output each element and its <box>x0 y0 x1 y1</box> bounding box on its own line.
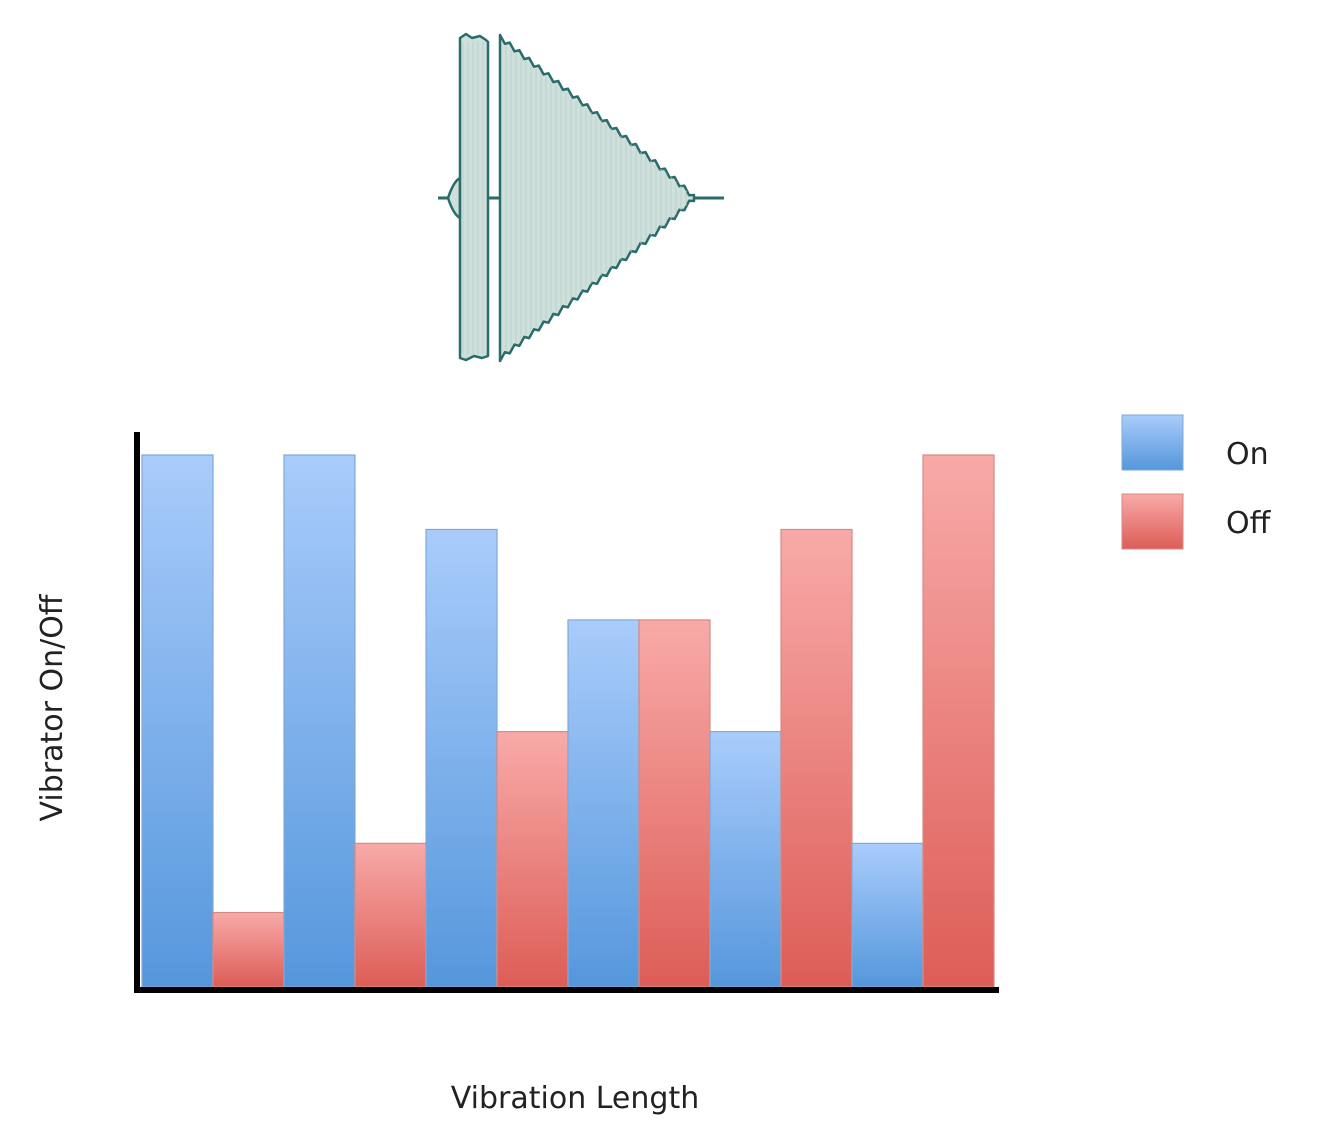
bar-off-4 <box>638 619 711 988</box>
waveform-block-2 <box>498 33 696 363</box>
bar-on-6 <box>851 842 924 988</box>
waveform-block-1 <box>458 32 490 362</box>
bars <box>141 454 995 988</box>
bar-on-2 <box>283 454 356 988</box>
bar-off-3 <box>496 731 569 988</box>
bar-off-1 <box>212 911 285 988</box>
legend-swatch-off <box>1121 493 1184 550</box>
legend-label-on: On <box>1226 437 1269 472</box>
y-axis-label: Vibrator On/Off <box>35 593 70 821</box>
x-axis-label: Vibration Length <box>451 1081 699 1116</box>
bar-off-5 <box>780 528 853 988</box>
bar-on-1 <box>141 454 214 988</box>
bar-off-6 <box>922 454 995 988</box>
bar-off-2 <box>354 842 427 988</box>
bar-on-4 <box>567 619 640 988</box>
bar-on-3 <box>425 528 498 988</box>
legend-swatch-on <box>1121 414 1184 471</box>
legend: On Off <box>1121 414 1272 550</box>
bar-on-5 <box>709 731 782 988</box>
waveform-icon <box>438 32 724 363</box>
waveform-lead-bump <box>446 176 462 220</box>
legend-label-off: Off <box>1226 506 1272 541</box>
